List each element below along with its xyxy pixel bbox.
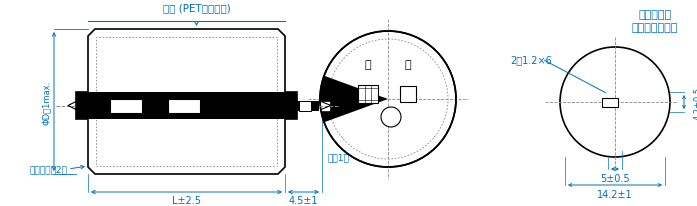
Text: 4.5±1: 4.5±1 [289,195,319,205]
Text: ＋: ＋ [405,60,411,70]
Text: 套管 (PET：茶褐色): 套管 (PET：茶褐色) [162,3,231,13]
Circle shape [381,108,401,127]
Text: ΦD＋1max.: ΦD＋1max. [42,80,50,124]
Bar [358,85,378,103]
Bar [400,87,416,103]
Text: 印刷基板孔: 印刷基板孔 [638,10,672,20]
Wedge shape [320,76,388,123]
Bar [76,92,297,119]
Text: （焊锡面一侧）: （焊锡面一侧） [631,23,678,33]
Text: （注1）: （注1） [328,153,350,162]
Bar [110,99,142,113]
Polygon shape [321,102,329,110]
Circle shape [560,48,670,157]
Polygon shape [76,30,297,174]
Text: L±2.5: L±2.5 [172,195,201,205]
Bar [297,101,319,111]
Text: 压力阀（注2）: 压力阀（注2） [29,165,67,174]
Bar [602,98,618,107]
Text: －: － [389,114,393,121]
Text: 4.2±0.5: 4.2±0.5 [694,86,697,119]
Text: 5±0.5: 5±0.5 [600,173,630,183]
Text: －: － [365,60,372,70]
Bar [299,101,311,111]
Bar [168,99,200,113]
Text: 14.2±1: 14.2±1 [597,189,633,199]
Circle shape [320,32,456,167]
Text: 2－1.2×6: 2－1.2×6 [510,55,552,65]
Bar [96,38,277,166]
